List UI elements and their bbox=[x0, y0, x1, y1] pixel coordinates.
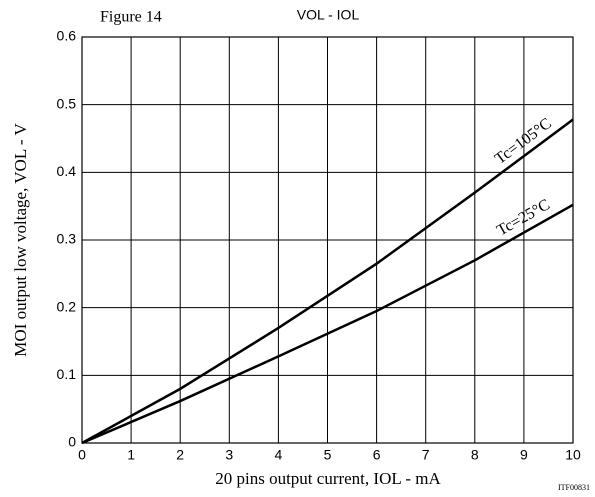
x-axis-label: 20 pins output current, IOL - mA bbox=[215, 469, 441, 488]
y-tick-label: 0.1 bbox=[57, 366, 77, 382]
y-tick-label: 0.6 bbox=[57, 28, 77, 44]
y-tick-label: 0.5 bbox=[57, 95, 77, 111]
series-line bbox=[81, 118, 574, 445]
x-tick-label: 6 bbox=[373, 447, 381, 463]
figure-code: ITF00831 bbox=[558, 483, 590, 492]
x-tick-label: 9 bbox=[520, 447, 528, 463]
chart-title: VOL - IOL bbox=[297, 7, 360, 23]
figure-label: Figure 14 bbox=[100, 9, 162, 26]
y-tick-label: 0.4 bbox=[57, 163, 77, 179]
x-tick-label: 3 bbox=[225, 447, 233, 463]
x-tick-label: 10 bbox=[565, 447, 581, 463]
x-tick-label: 8 bbox=[471, 447, 479, 463]
x-tick-label: 7 bbox=[422, 447, 430, 463]
x-tick-label: 5 bbox=[324, 447, 332, 463]
x-tick-label: 4 bbox=[275, 447, 283, 463]
x-tick-label: 2 bbox=[176, 447, 184, 463]
x-tick-label: 1 bbox=[127, 447, 135, 463]
y-axis-label: MOI output low voltage, VOL - V bbox=[11, 123, 30, 357]
y-tick-label: 0 bbox=[68, 434, 76, 450]
plot-frame bbox=[81, 36, 574, 444]
y-tick-label: 0.2 bbox=[57, 298, 77, 314]
y-tick-label: 0.3 bbox=[57, 231, 77, 247]
x-tick-label: 0 bbox=[78, 447, 86, 463]
series-line bbox=[81, 203, 574, 445]
